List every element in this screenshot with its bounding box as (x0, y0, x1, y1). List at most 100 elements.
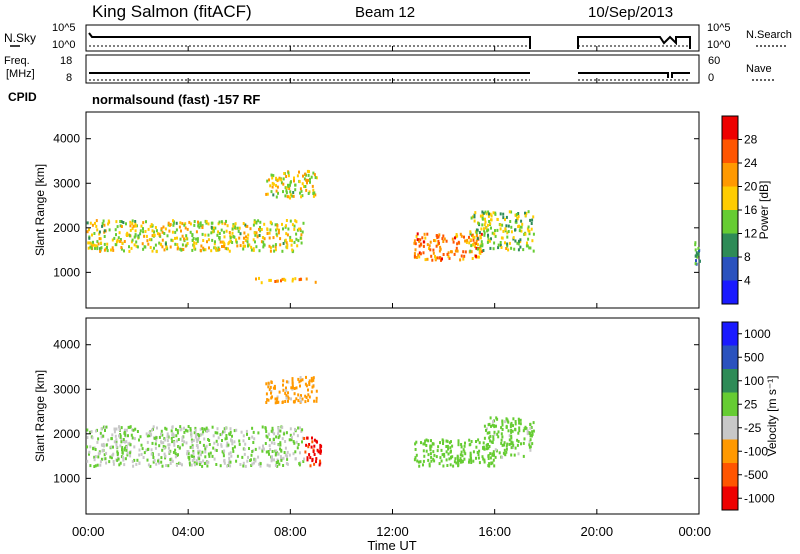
velocity-cell (164, 438, 167, 442)
velocity-cell (309, 464, 312, 468)
velocity-cell (462, 448, 465, 452)
power-cell (99, 237, 102, 241)
velocity-cell (512, 443, 515, 447)
velocity-cell (267, 398, 270, 402)
velocity-cell (202, 459, 205, 463)
power-cell (474, 211, 477, 215)
power-cell (418, 244, 421, 248)
power-cell (223, 242, 226, 245)
power-cell (476, 237, 479, 241)
velocity-colorbar-tick-label: 1000 (744, 327, 771, 341)
power-cell (169, 223, 172, 227)
power-cell (253, 231, 256, 235)
velocity-cell (445, 458, 448, 462)
power-cell (94, 221, 96, 225)
power-cell (473, 219, 476, 223)
power-cell (429, 248, 432, 252)
power-cell (255, 231, 258, 235)
power-cell (287, 185, 290, 188)
velocity-cell (126, 451, 129, 455)
power-cell (236, 226, 239, 230)
velocity-cell (171, 440, 174, 444)
power-cell (180, 248, 183, 252)
velocity-cell (97, 452, 100, 456)
power-cell (134, 229, 137, 233)
power-cell (246, 236, 249, 240)
velocity-cell (122, 438, 125, 441)
power-colorbar-tick-label: 16 (744, 203, 758, 217)
velocity-cell (294, 427, 296, 431)
power-cell (199, 221, 202, 225)
velocity-cell (158, 444, 161, 448)
power-cell (202, 248, 205, 252)
power-cell (142, 247, 145, 251)
velocity-cell (231, 434, 233, 438)
velocity-cell (505, 444, 508, 448)
velocity-cell (501, 428, 504, 431)
velocity-cell (311, 459, 314, 463)
velocity-cell (168, 450, 171, 454)
power-cell (276, 227, 279, 231)
power-cell (281, 249, 284, 253)
velocity-cell (517, 452, 520, 456)
power-cell (298, 180, 301, 184)
velocity-cell (89, 464, 92, 468)
power-cell (518, 239, 520, 243)
velocity-cell (305, 384, 308, 388)
power-cell (284, 225, 287, 229)
power-cell (91, 223, 94, 227)
velocity-colorbar-segment (722, 486, 738, 511)
velocity-cell (300, 429, 303, 433)
velocity-cell (94, 464, 97, 468)
velocity-cell (216, 431, 219, 435)
velocity-colorbar-tick-label: -500 (744, 468, 768, 482)
velocity-cell (158, 461, 160, 465)
velocity-cell (155, 436, 158, 440)
power-cell (210, 231, 213, 235)
power-cell (312, 171, 315, 175)
velocity-cell (430, 455, 433, 459)
velocity-colorbar-segment (722, 439, 738, 464)
velocity-cell (151, 441, 154, 445)
power-cell (299, 227, 302, 231)
velocity-cell (301, 378, 304, 382)
velocity-cell (120, 437, 123, 441)
power-cell (139, 232, 142, 236)
power-cell (289, 183, 291, 187)
power-cell (519, 245, 522, 249)
velocity-cell (451, 444, 454, 448)
velocity-cell (290, 438, 293, 442)
velocity-cell (422, 442, 425, 446)
velocity-cell (430, 459, 433, 463)
velocity-cell (86, 459, 89, 463)
power-cell (510, 210, 513, 214)
velocity-cell (122, 455, 124, 459)
power-cell (96, 247, 99, 251)
velocity-cell (169, 461, 172, 465)
power-cell (182, 248, 185, 251)
velocity-cell (274, 464, 277, 467)
velocity-cell (216, 427, 219, 431)
power-cell (413, 239, 416, 243)
velocity-cell (258, 446, 261, 450)
velocity-cell (505, 450, 508, 454)
power-cell (280, 178, 283, 182)
velocity-cell (452, 464, 455, 468)
velocity-cell (420, 441, 422, 445)
power-colorbar-segment (722, 210, 738, 234)
power-cell (207, 238, 210, 242)
power-cell (299, 191, 301, 195)
velocity-cell (487, 423, 490, 427)
velocity-cell (227, 443, 230, 447)
power-cell (145, 234, 148, 238)
power-cell (163, 248, 166, 252)
power-cell (299, 229, 302, 233)
velocity-cell (425, 449, 428, 453)
velocity-cell (120, 455, 123, 459)
power-cell (214, 240, 216, 244)
velocity-cell (492, 420, 494, 424)
velocity-cell (443, 454, 446, 458)
power-cell (164, 242, 167, 246)
velocity-cell (191, 440, 194, 444)
power-cell (497, 246, 500, 250)
